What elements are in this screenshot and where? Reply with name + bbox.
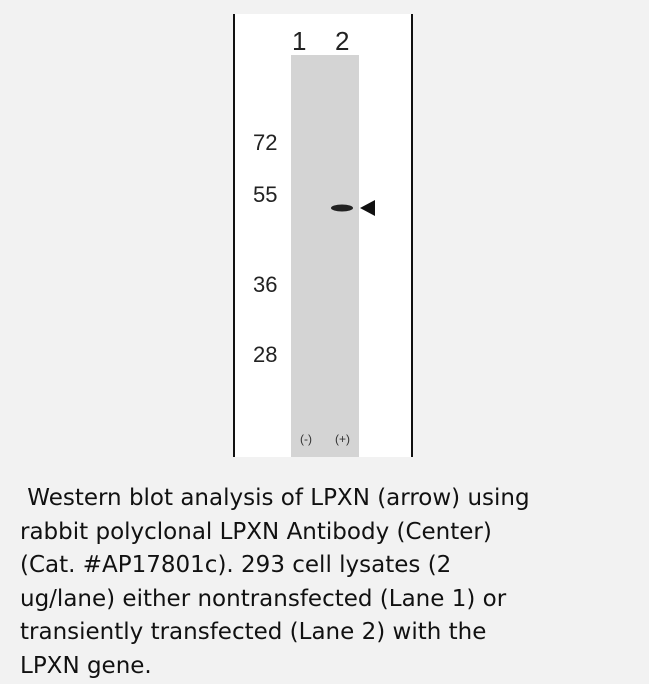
lane-sign: (+) bbox=[335, 432, 350, 446]
caption-line: Western blot analysis of LPXN (arrow) us… bbox=[20, 482, 640, 516]
western-blot-figure: 1 2 72 55 36 28 (-) (+) bbox=[233, 14, 413, 457]
caption-line: rabbit polyclonal LPXN Antibody (Center) bbox=[20, 516, 640, 550]
caption-line: ug/lane) either nontransfected (Lane 1) … bbox=[20, 583, 640, 617]
caption-line: LPXN gene. bbox=[20, 650, 640, 684]
caption-line: transiently transfected (Lane 2) with th… bbox=[20, 616, 640, 650]
caption-line: (Cat. #AP17801c). 293 cell lysates (2 bbox=[20, 549, 640, 583]
lane-sign: (-) bbox=[300, 432, 312, 446]
band bbox=[331, 205, 353, 212]
blot-marks bbox=[235, 14, 411, 457]
arrow bbox=[360, 200, 375, 216]
page: 1 2 72 55 36 28 (-) (+) Western blot ana… bbox=[0, 0, 649, 683]
caption: Western blot analysis of LPXN (arrow) us… bbox=[20, 482, 640, 684]
